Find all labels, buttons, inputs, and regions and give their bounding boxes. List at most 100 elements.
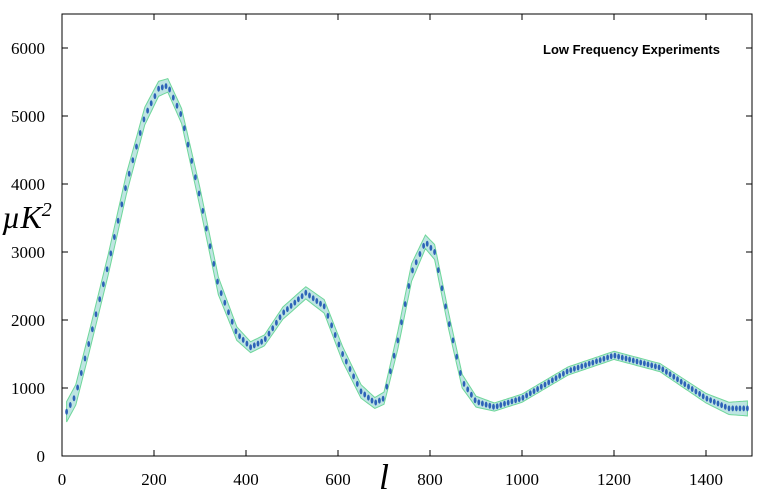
data-point bbox=[138, 130, 142, 136]
data-point bbox=[635, 358, 639, 365]
data-point bbox=[631, 357, 635, 364]
data-point bbox=[624, 355, 628, 362]
data-point bbox=[547, 379, 551, 386]
data-point bbox=[551, 377, 554, 384]
data-point bbox=[315, 298, 319, 304]
data-point bbox=[319, 300, 322, 307]
x-tick-label: 0 bbox=[58, 470, 67, 489]
data-point bbox=[91, 326, 94, 333]
data-point bbox=[620, 354, 624, 361]
data-point bbox=[355, 380, 359, 387]
data-point bbox=[105, 266, 109, 273]
data-point bbox=[275, 319, 278, 326]
data-point bbox=[602, 355, 606, 362]
data-point bbox=[153, 93, 157, 100]
data-point bbox=[536, 386, 539, 392]
data-point bbox=[241, 336, 245, 343]
data-point bbox=[183, 125, 186, 132]
data-point bbox=[720, 402, 723, 409]
data-point bbox=[576, 364, 580, 371]
x-tick-label: 200 bbox=[141, 470, 167, 489]
data-point bbox=[79, 370, 83, 376]
x-tick-label: 1400 bbox=[689, 470, 723, 489]
data-point bbox=[304, 289, 308, 296]
x-tick-label: 400 bbox=[233, 470, 259, 489]
x-tick-label: 1000 bbox=[505, 470, 539, 489]
data-point bbox=[289, 302, 293, 309]
data-point bbox=[584, 362, 587, 369]
data-point bbox=[197, 190, 201, 197]
data-point bbox=[488, 402, 492, 409]
data-point bbox=[400, 319, 403, 326]
data-point bbox=[263, 336, 267, 342]
data-point bbox=[256, 340, 260, 347]
data-point bbox=[694, 388, 698, 395]
data-point bbox=[322, 303, 326, 310]
data-point bbox=[341, 351, 344, 357]
data-point bbox=[742, 405, 746, 412]
y-tick-label: 1000 bbox=[11, 379, 45, 398]
data-point bbox=[558, 372, 562, 379]
data-point bbox=[411, 267, 414, 274]
data-point bbox=[385, 383, 389, 390]
axis-ticks: 0 200 400 600 800 1000 1200 1400 0 1000 2000 3000 40… bbox=[11, 14, 752, 489]
data-point bbox=[477, 399, 481, 406]
data-point bbox=[109, 250, 113, 257]
data-point bbox=[227, 309, 230, 316]
y-tick-label: 6000 bbox=[11, 39, 45, 58]
data-point bbox=[230, 318, 234, 325]
data-point bbox=[168, 86, 172, 93]
data-point bbox=[160, 84, 164, 91]
data-point bbox=[363, 391, 367, 398]
data-point bbox=[352, 373, 355, 380]
data-point bbox=[271, 325, 275, 332]
data-point bbox=[514, 397, 517, 404]
data-point bbox=[451, 337, 455, 344]
data-point bbox=[521, 394, 525, 401]
data-point bbox=[216, 278, 219, 285]
data-point bbox=[440, 285, 444, 292]
data-point bbox=[422, 242, 425, 249]
data-point bbox=[157, 85, 161, 92]
data-point bbox=[164, 83, 168, 90]
data-point bbox=[436, 267, 440, 274]
chart-annotation: Low Frequency Experiments bbox=[543, 42, 720, 57]
data-point bbox=[672, 373, 676, 380]
y-axis-label-sup: 2 bbox=[42, 199, 52, 221]
data-point bbox=[473, 397, 477, 404]
data-point bbox=[418, 251, 422, 257]
data-point bbox=[654, 363, 657, 370]
data-point bbox=[598, 357, 602, 364]
error-band bbox=[66, 77, 748, 423]
data-point bbox=[179, 111, 183, 117]
data-point bbox=[267, 330, 271, 337]
data-point bbox=[731, 405, 735, 412]
data-point bbox=[565, 368, 569, 375]
data-point bbox=[628, 356, 631, 363]
x-axis-label: l bbox=[379, 457, 389, 497]
data-point bbox=[282, 309, 286, 316]
data-point bbox=[65, 408, 68, 415]
data-point bbox=[492, 403, 495, 410]
data-point bbox=[389, 368, 392, 375]
data-point bbox=[701, 393, 705, 400]
data-point bbox=[606, 354, 609, 361]
data-point bbox=[499, 402, 503, 408]
data-point bbox=[683, 381, 687, 388]
data-point bbox=[186, 141, 190, 148]
data-point bbox=[238, 333, 242, 340]
data-point bbox=[687, 383, 690, 390]
data-point bbox=[462, 380, 466, 387]
data-point bbox=[484, 401, 488, 408]
data-point bbox=[83, 355, 87, 362]
data-point bbox=[528, 390, 532, 397]
data-point bbox=[466, 386, 470, 393]
data-point bbox=[543, 381, 547, 388]
data-point bbox=[311, 295, 315, 302]
data-point bbox=[650, 362, 654, 369]
data-point bbox=[333, 332, 337, 338]
data-point bbox=[260, 338, 263, 345]
data-point bbox=[87, 341, 91, 347]
data-markers bbox=[65, 83, 749, 415]
data-point bbox=[503, 400, 506, 407]
